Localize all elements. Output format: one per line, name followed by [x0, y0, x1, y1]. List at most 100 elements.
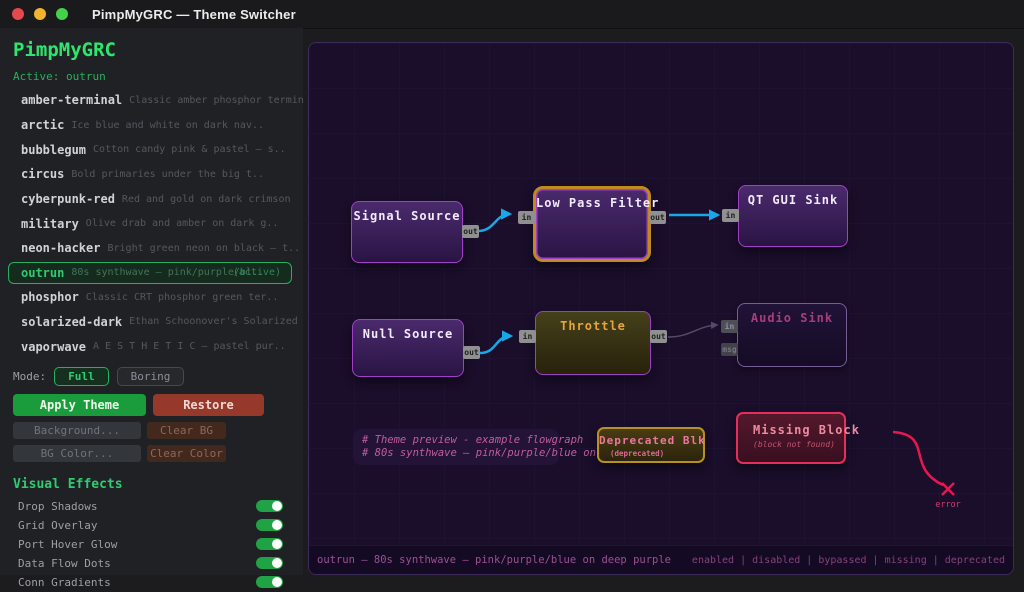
theme-item-amber-terminal[interactable]: amber-terminal Classic amber phosphor te…: [0, 88, 303, 113]
block-title: Audio Sink: [750, 311, 834, 325]
theme-name: phosphor: [21, 290, 79, 305]
theme-item-neon-hacker[interactable]: neon-hacker Bright green neon on black —…: [0, 236, 303, 261]
background-actions-row: Background... Clear BG: [13, 421, 303, 439]
titlebar: PimpMyGRC — Theme Switcher: [0, 0, 1024, 29]
status-state-legend: enabled | disabled | bypassed | missing …: [691, 554, 1005, 566]
theme-desc: Classic amber phosphor termina..: [129, 94, 303, 106]
theme-item-circus[interactable]: circus Bold primaries under the big t..: [0, 162, 303, 187]
mode-label: Mode:: [13, 369, 47, 383]
bg-color-actions-row: BG Color... Clear Color: [13, 444, 303, 462]
toggle-label: Port Hover Glow: [18, 537, 118, 551]
block-throttle[interactable]: Throttle in out: [519, 311, 667, 375]
theme-desc: Ice blue and white on dark nav..: [71, 119, 265, 131]
theme-name: bubblegum: [21, 142, 87, 157]
wire-null-to-throttle[interactable]: [479, 330, 514, 355]
sidebar: PimpMyGRC Active: outrun amber-terminal …: [0, 28, 303, 589]
theme-name: outrun: [21, 265, 65, 280]
theme-name: neon-hacker: [21, 241, 101, 256]
clear-bg-button[interactable]: Clear BG: [147, 421, 226, 439]
maximize-window-button[interactable]: [56, 8, 68, 20]
close-window-button[interactable]: [12, 8, 24, 20]
toggle-row-drop-shadows: Drop Shadows: [0, 497, 303, 516]
block-missing[interactable]: Missing Block (block not found): [736, 412, 860, 464]
comment-line: # Theme preview - example flowgraph: [362, 434, 584, 446]
connection-wires: error: [477, 208, 961, 510]
theme-name: circus: [21, 167, 65, 182]
theme-list: amber-terminal Classic amber phosphor te…: [0, 88, 303, 359]
grid-overlay-toggle[interactable]: [256, 519, 283, 532]
block-title: Null Source: [362, 327, 454, 341]
block-title: Missing Block: [753, 423, 860, 437]
background-button[interactable]: Background...: [13, 421, 141, 439]
block-title: Low Pass Filter: [536, 196, 660, 210]
bg-color-button[interactable]: BG Color...: [13, 444, 141, 462]
minimize-window-button[interactable]: [34, 8, 46, 20]
theme-desc: Red and gold on dark crimson: [121, 193, 291, 205]
theme-name: amber-terminal: [21, 93, 123, 108]
restore-button[interactable]: Restore: [153, 393, 264, 416]
status-bar: outrun — 80s synthwave — pink/purple/blu…: [309, 545, 1013, 574]
theme-desc: Bright green neon on black — t..: [107, 242, 301, 254]
block-subtitle: (block not found): [753, 440, 835, 449]
theme-item-bubblegum[interactable]: bubblegum Cotton candy pink & pastel — s…: [0, 137, 303, 162]
toggle-label: Data Flow Dots: [18, 556, 111, 570]
theme-item-vaporwave[interactable]: vaporwave A E S T H E T I C — pastel pur…: [0, 334, 303, 359]
status-theme-summary: outrun — 80s synthwave — pink/purple/blu…: [317, 554, 672, 566]
theme-desc: Bold primaries under the big t..: [71, 168, 265, 180]
clear-color-button[interactable]: Clear Color: [147, 444, 226, 462]
mode-row: Mode: Full Boring: [13, 366, 303, 386]
theme-item-phosphor[interactable]: phosphor Classic CRT phosphor green ter.…: [0, 285, 303, 310]
block-qt-gui-sink[interactable]: QT GUI Sink in: [722, 185, 848, 247]
block-null-source[interactable]: Null Source out: [352, 319, 480, 377]
mode-full-button[interactable]: Full: [54, 366, 109, 386]
theme-name: vaporwave: [21, 339, 87, 354]
block-deprecated[interactable]: Deprecated Blk (deprecated): [597, 427, 705, 463]
theme-item-cyberpunk-red[interactable]: cyberpunk-red Red and gold on dark crims…: [0, 187, 303, 212]
port-hover-glow-toggle[interactable]: [256, 538, 283, 551]
toggle-label: Drop Shadows: [18, 499, 98, 513]
flowgraph-canvas[interactable]: error # Theme preview - example flowgrap…: [308, 42, 1014, 575]
toggle-knob: [272, 577, 282, 588]
conn-gradients-toggle[interactable]: [256, 576, 283, 589]
comment-line: # 80s synthwave — pink/purple/blue on de…: [362, 447, 672, 459]
audio-sink-msg-port[interactable]: msg: [721, 343, 738, 356]
theme-desc: A E S T H E T I C — pastel pur..: [93, 341, 286, 353]
theme-item-solarized-dark[interactable]: solarized-dark Ethan Schoonover's Solari…: [0, 310, 303, 335]
block-signal-source[interactable]: Signal Source out: [351, 201, 479, 263]
error-label: error: [935, 500, 961, 510]
theme-item-military[interactable]: military Olive drab and amber on dark g.…: [0, 211, 303, 236]
data-flow-dots-toggle[interactable]: [256, 557, 283, 570]
block-title: Throttle: [560, 319, 626, 333]
wire-signal-to-lpf[interactable]: [477, 208, 513, 233]
toggle-label: Grid Overlay: [18, 518, 98, 532]
theme-item-outrun-active[interactable]: outrun 80s synthwave — pink/purple/bl.. …: [8, 261, 292, 284]
comment-block[interactable]: # Theme preview - example flowgraph # 80…: [353, 429, 672, 465]
primary-actions-row: Apply Theme Restore: [13, 393, 303, 416]
theme-name: solarized-dark: [21, 314, 123, 329]
theme-item-arctic[interactable]: arctic Ice blue and white on dark nav..: [0, 113, 303, 138]
signal-source-out-port[interactable]: out: [462, 225, 479, 238]
visual-effects-heading: Visual Effects: [13, 476, 123, 492]
block-title: QT GUI Sink: [747, 193, 839, 207]
theme-name: military: [21, 216, 79, 231]
throttle-out-port[interactable]: out: [650, 330, 667, 343]
null-source-out-port[interactable]: out: [463, 346, 480, 359]
app-title: PimpMyGRC: [13, 39, 116, 61]
toggle-row-conn-gradients: Conn Gradients: [0, 573, 303, 592]
lpf-out-port[interactable]: out: [649, 211, 666, 224]
mode-boring-button[interactable]: Boring: [116, 366, 185, 386]
wire-throttle-to-audio[interactable]: [667, 321, 719, 338]
throttle-in-port[interactable]: in: [519, 330, 536, 343]
block-subtitle: (deprecated): [610, 449, 665, 458]
audio-sink-in-port[interactable]: in: [721, 320, 738, 333]
drop-shadows-toggle[interactable]: [256, 500, 283, 513]
block-low-pass-filter[interactable]: Low Pass Filter in out: [518, 186, 666, 262]
theme-name: arctic: [21, 118, 65, 133]
qt-gui-sink-in-port[interactable]: in: [722, 209, 739, 222]
theme-desc: Classic CRT phosphor green ter..: [85, 291, 279, 303]
apply-theme-button[interactable]: Apply Theme: [13, 393, 146, 416]
toggle-row-port-hover-glow: Port Hover Glow: [0, 535, 303, 554]
block-audio-sink[interactable]: Audio Sink in msg: [721, 303, 847, 367]
toggle-label: Conn Gradients: [18, 575, 111, 589]
lpf-in-port[interactable]: in: [518, 211, 535, 224]
